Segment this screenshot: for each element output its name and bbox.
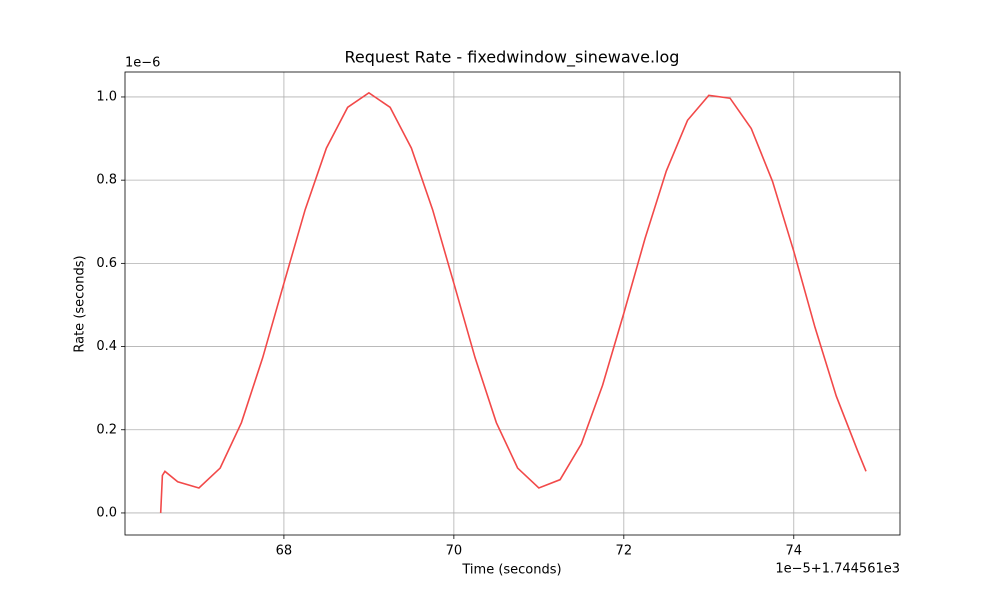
data-line [159,91,867,513]
y-offset-label: 1e−6 [125,56,160,71]
x-axis-label: Time (seconds) [461,563,561,578]
x-tick-label: 68 [276,544,293,559]
y-tick-label: 0.2 [96,422,117,437]
y-tick-label: 0.6 [96,256,117,271]
x-tick-label: 74 [786,544,803,559]
y-tick-label: 0.0 [96,505,117,520]
x-tick-label: 72 [616,544,633,559]
y-tick-label: 0.8 [96,173,117,188]
x-tick-label: 70 [446,544,463,559]
y-tick-label: 1.0 [96,89,117,104]
chart-title: Request Rate - fixedwindow_sinewave.log [345,48,680,68]
y-tick-label: 0.4 [96,339,117,354]
plot-frame [124,71,901,536]
y-axis-label: Rate (seconds) [73,255,88,352]
x-offset-label: 1e−5+1.744561e3 [775,562,900,577]
